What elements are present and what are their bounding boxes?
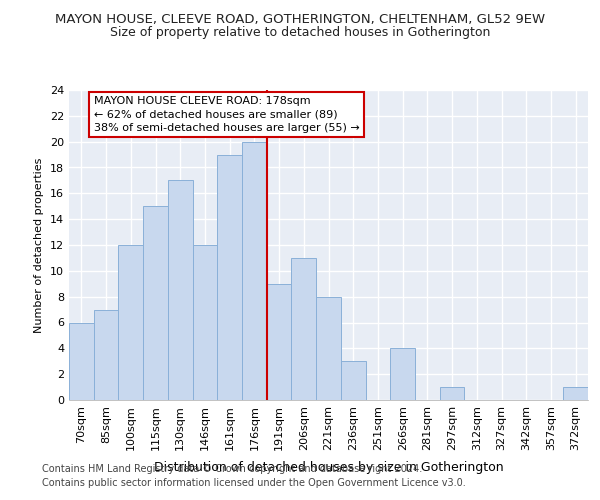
Text: Size of property relative to detached houses in Gotherington: Size of property relative to detached ho… [110,26,490,39]
Bar [217,154,242,400]
Text: MAYON HOUSE CLEEVE ROAD: 178sqm
← 62% of detached houses are smaller (89)
38% of: MAYON HOUSE CLEEVE ROAD: 178sqm ← 62% of… [94,96,359,133]
Bar [193,245,217,400]
X-axis label: Distribution of detached houses by size in Gotherington: Distribution of detached houses by size … [154,461,503,474]
Bar [440,387,464,400]
Bar [292,258,316,400]
Bar [267,284,292,400]
Y-axis label: Number of detached properties: Number of detached properties [34,158,44,332]
Bar [341,361,365,400]
Bar [143,206,168,400]
Bar [118,245,143,400]
Bar [316,296,341,400]
Bar [390,348,415,400]
Text: MAYON HOUSE, CLEEVE ROAD, GOTHERINGTON, CHELTENHAM, GL52 9EW: MAYON HOUSE, CLEEVE ROAD, GOTHERINGTON, … [55,12,545,26]
Bar [94,310,118,400]
Text: Contains HM Land Registry data © Crown copyright and database right 2024.
Contai: Contains HM Land Registry data © Crown c… [42,464,466,487]
Bar [242,142,267,400]
Bar [69,322,94,400]
Bar [563,387,588,400]
Bar [168,180,193,400]
